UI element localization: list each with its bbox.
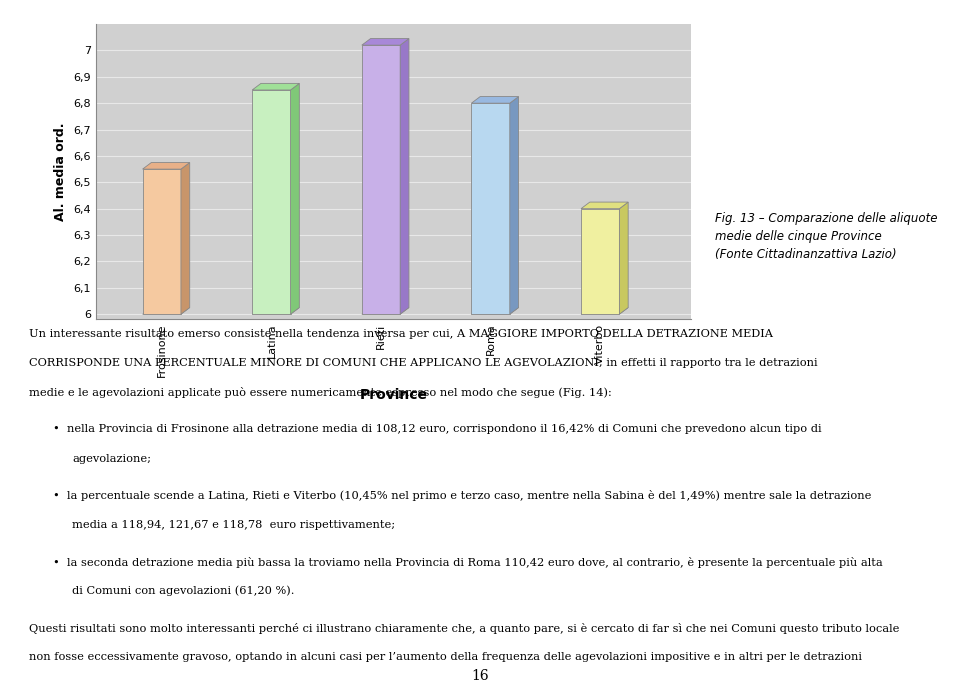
Text: agevolazione;: agevolazione; — [72, 453, 151, 464]
Polygon shape — [471, 97, 518, 103]
Polygon shape — [362, 45, 400, 314]
Text: Fig. 13 – Comparazione delle aliquote
medie delle cinque Province
(Fonte Cittadi: Fig. 13 – Comparazione delle aliquote me… — [715, 212, 938, 261]
Polygon shape — [143, 169, 180, 314]
Text: Questi risultati sono molto interessanti perché ci illustrano chiaramente che, a: Questi risultati sono molto interessanti… — [29, 622, 900, 633]
Polygon shape — [143, 308, 190, 314]
Text: •  nella Provincia di Frosinone alla detrazione media di 108,12 euro, corrispond: • nella Provincia di Frosinone alla detr… — [53, 424, 822, 434]
Polygon shape — [252, 83, 300, 90]
Polygon shape — [291, 83, 300, 314]
Polygon shape — [510, 97, 518, 314]
Polygon shape — [619, 202, 628, 314]
Polygon shape — [362, 38, 409, 45]
Text: Un interessante risultato emerso consiste nella tendenza inversa per cui, A MAGG: Un interessante risultato emerso consist… — [29, 328, 773, 339]
Text: media a 118,94, 121,67 e 118,78  euro rispettivamente;: media a 118,94, 121,67 e 118,78 euro ris… — [72, 520, 396, 530]
Polygon shape — [180, 163, 190, 314]
Polygon shape — [471, 308, 518, 314]
Text: di Comuni con agevolazioni (61,20 %).: di Comuni con agevolazioni (61,20 %). — [72, 586, 295, 596]
Polygon shape — [581, 209, 619, 314]
Text: non fosse eccessivamente gravoso, optando in alcuni casi per l’aumento della fre: non fosse eccessivamente gravoso, optand… — [29, 652, 862, 662]
Polygon shape — [581, 308, 628, 314]
Polygon shape — [362, 308, 409, 314]
Text: medie e le agevolazioni applicate può essere numericamente espresso nel modo che: medie e le agevolazioni applicate può es… — [29, 387, 612, 398]
Polygon shape — [400, 38, 409, 314]
Text: •  la seconda detrazione media più bassa la troviamo nella Provincia di Roma 110: • la seconda detrazione media più bassa … — [53, 556, 882, 567]
Text: •  la percentuale scende a Latina, Rieti e Viterbo (10,45% nel primo e terzo cas: • la percentuale scende a Latina, Rieti … — [53, 491, 871, 502]
Y-axis label: Al. media ord.: Al. media ord. — [54, 122, 66, 221]
Polygon shape — [252, 90, 291, 314]
Polygon shape — [252, 308, 300, 314]
Polygon shape — [581, 202, 628, 209]
Text: 16: 16 — [471, 669, 489, 684]
Text: CORRISPONDE UNA PERCENTUALE MINORE DI COMUNI CHE APPLICANO LE AGEVOLAZIONI; in e: CORRISPONDE UNA PERCENTUALE MINORE DI CO… — [29, 358, 817, 368]
Polygon shape — [471, 103, 510, 314]
Polygon shape — [143, 163, 190, 169]
X-axis label: Province: Province — [360, 388, 427, 402]
